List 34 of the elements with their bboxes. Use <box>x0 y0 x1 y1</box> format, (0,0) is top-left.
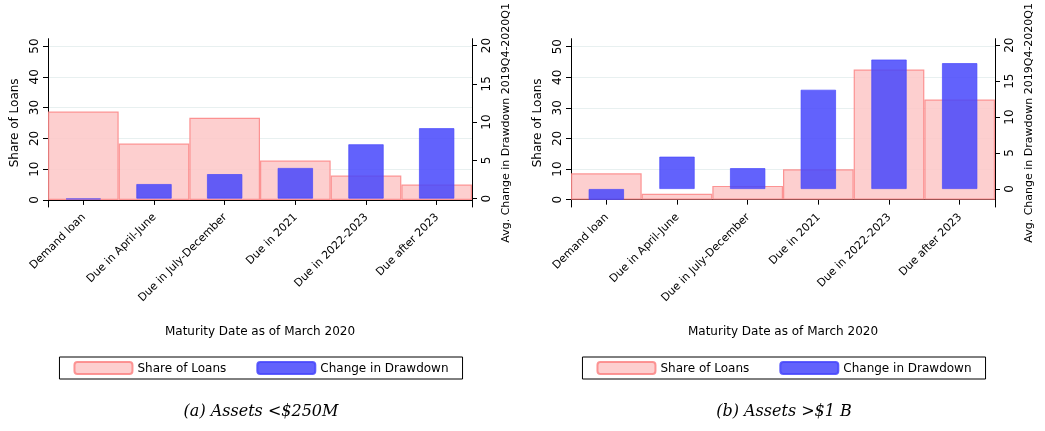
y2-tick-label: 15 <box>1002 73 1016 89</box>
y2-tick-label: 10 <box>1002 109 1016 125</box>
y-tick-label: 20 <box>550 130 564 147</box>
y-tick-label: 50 <box>550 39 564 55</box>
y-tick-label: 40 <box>550 69 564 85</box>
y2-tick-label: 15 <box>479 76 493 92</box>
y2-tick-label: 0 <box>479 194 493 203</box>
y-tick-label: 50 <box>27 38 41 54</box>
y-tick-label: 20 <box>27 130 41 147</box>
legend-label: Change in Drawdown <box>843 361 972 375</box>
y2-tick-label: 20 <box>479 37 493 54</box>
text: (b) Assets >$1 B <box>716 400 853 420</box>
legend-label: Share of Loans <box>660 361 750 375</box>
legend-label: Share of Loans <box>137 361 227 375</box>
y2-tick-label: 20 <box>1002 37 1016 53</box>
y-tick-label: 10 <box>550 161 564 177</box>
y-tick-label: 30 <box>550 100 564 116</box>
y2-axis-title: Avg. Change in Drawdown 2019Q4-2020Q1 <box>498 3 512 243</box>
y-axis-title: Share of Loans <box>530 78 545 168</box>
y-tick-label: 10 <box>27 161 41 177</box>
y-axis-title: Share of Loans <box>7 78 22 168</box>
x-axis-title: Maturity Date as of March 2020 <box>687 324 879 338</box>
x-axis-title: Maturity Date as of March 2020 <box>164 324 356 338</box>
y2-tick-label: 5 <box>1002 149 1016 157</box>
y2-tick-label: 0 <box>1002 185 1016 193</box>
legend-label: Change in Drawdown <box>320 361 449 375</box>
y-tick-label: 30 <box>27 99 41 116</box>
y-tick-label: 0 <box>550 195 564 204</box>
y2-tick-label: 5 <box>479 156 493 165</box>
y2-axis-title: Avg. Change in Drawdown 2019Q4-2020Q1 <box>1021 3 1035 243</box>
y-tick-label: 40 <box>27 69 41 85</box>
y2-tick-label: 10 <box>479 114 493 130</box>
text: (a) Assets <$250M <box>183 400 340 420</box>
y-tick-label: 0 <box>27 196 41 204</box>
